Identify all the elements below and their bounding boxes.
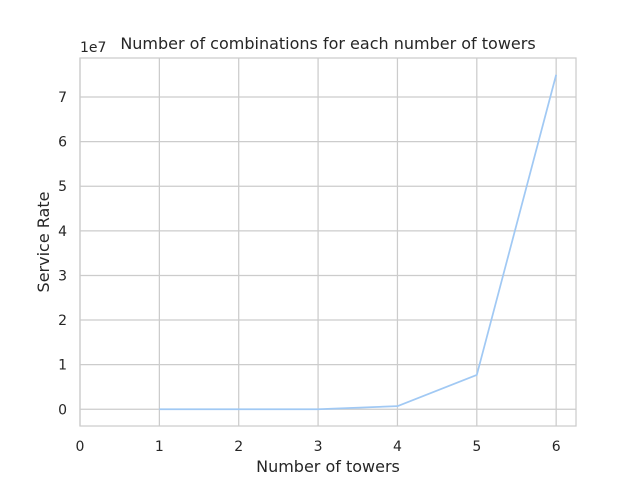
- x-tick-label: 0: [76, 439, 85, 455]
- grid: [79, 58, 576, 426]
- y-tick-label: 0: [58, 402, 67, 418]
- y-tick-label: 4: [58, 224, 67, 240]
- x-axis-label: Number of towers: [256, 457, 400, 476]
- plot-frame: [79, 57, 577, 427]
- y-tick-label: 6: [58, 135, 67, 151]
- y-tick-label: 7: [58, 90, 67, 106]
- y-tick-label: 2: [58, 313, 67, 329]
- series-line: [159, 74, 558, 411]
- y-tick-label: 3: [58, 268, 67, 284]
- x-tick-label: 6: [552, 439, 561, 455]
- chart-title: Number of combinations for each number o…: [120, 34, 535, 53]
- x-tick-label: 3: [314, 439, 323, 455]
- x-tick-label: 1: [155, 439, 164, 455]
- y-tick-label: 1: [58, 358, 67, 374]
- y-axis-label: Service Rate: [34, 192, 53, 293]
- x-tick-label: 4: [393, 439, 402, 455]
- y-offset-label: 1e7: [80, 40, 106, 56]
- y-tick-labels: 0 1 2 3 4 5 6 7: [58, 90, 67, 418]
- x-tick-label: 5: [472, 439, 481, 455]
- x-tick-labels: 0 1 2 3 4 5 6: [76, 439, 561, 455]
- y-tick-label: 5: [58, 179, 67, 195]
- series-layer: [159, 74, 558, 411]
- x-tick-label: 2: [234, 439, 243, 455]
